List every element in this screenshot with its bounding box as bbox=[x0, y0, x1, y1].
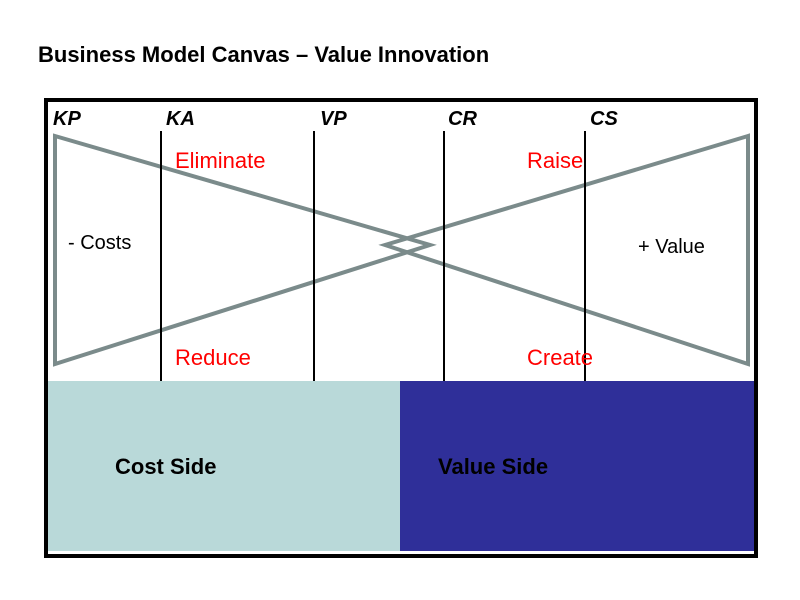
col-divider-2 bbox=[313, 131, 315, 381]
col-label-vp: VP bbox=[320, 108, 347, 131]
col-label-cr: CR bbox=[448, 108, 477, 131]
page-title: Business Model Canvas – Value Innovation bbox=[38, 42, 489, 68]
label-minus-costs: - Costs bbox=[68, 232, 131, 255]
label-eliminate: Eliminate bbox=[175, 148, 265, 174]
col-label-kp: KP bbox=[53, 108, 81, 131]
value-side-label: Value Side bbox=[438, 454, 548, 480]
label-create: Create bbox=[527, 345, 593, 371]
col-label-cs: CS bbox=[590, 108, 618, 131]
cost-side-band bbox=[48, 381, 400, 551]
label-reduce: Reduce bbox=[175, 345, 251, 371]
label-raise: Raise bbox=[527, 148, 583, 174]
col-divider-1 bbox=[160, 131, 162, 381]
col-divider-3 bbox=[443, 131, 445, 381]
col-label-ka: KA bbox=[166, 108, 195, 131]
label-plus-value: + Value bbox=[638, 236, 705, 259]
col-divider-4 bbox=[584, 131, 586, 381]
cost-side-label: Cost Side bbox=[115, 454, 216, 480]
